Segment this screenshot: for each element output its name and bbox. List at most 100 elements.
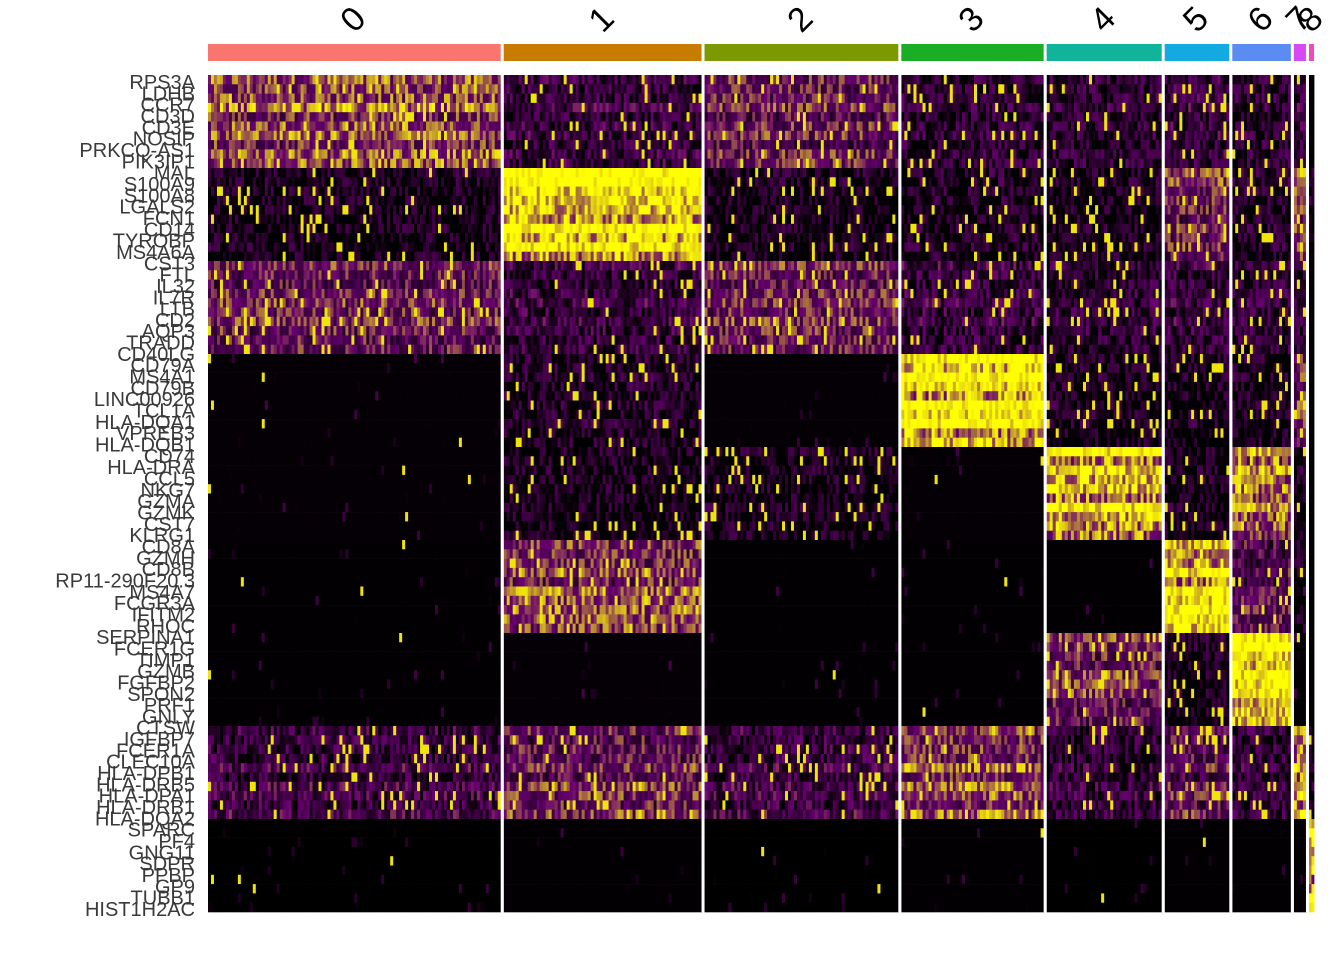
heatmap-cell (1309, 122, 1312, 132)
heatmap-cell (630, 131, 633, 141)
heatmap-cell (504, 84, 507, 94)
heatmap-cell (1038, 75, 1041, 85)
heatmap-cell (1092, 159, 1095, 169)
heatmap-cell (806, 140, 809, 150)
heatmap-cell (871, 122, 874, 132)
heatmap-cell (842, 94, 845, 104)
heatmap-cell (283, 84, 286, 94)
heatmap-cell (286, 177, 289, 187)
heatmap-cell (1188, 84, 1191, 94)
heatmap-cell (561, 103, 564, 113)
heatmap-cell (417, 94, 420, 104)
heatmap-cell (1013, 94, 1016, 104)
heatmap-cell (591, 94, 594, 104)
heatmap-cell (211, 84, 214, 94)
heatmap-cell (1300, 140, 1303, 150)
heatmap-cell (387, 140, 390, 150)
heatmap-cell (549, 177, 552, 187)
heatmap-cell (770, 94, 773, 104)
heatmap-cell (773, 131, 776, 141)
heatmap-cell (1047, 122, 1050, 132)
heatmap-cell (974, 140, 977, 150)
heatmap-cell (522, 177, 525, 187)
heatmap-cell (708, 84, 711, 94)
heatmap-cell (845, 131, 848, 141)
heatmap-cell (480, 75, 483, 85)
heatmap-cell (866, 131, 869, 141)
heatmap-cell (1191, 94, 1194, 104)
heatmap-cell (663, 84, 666, 94)
heatmap-cell (1174, 122, 1177, 132)
heatmap-cell (687, 122, 690, 132)
heatmap-cell (1311, 112, 1314, 122)
heatmap-cell (1047, 84, 1050, 94)
heatmap-cell (1244, 94, 1247, 104)
heatmap-cell (333, 140, 336, 150)
heatmap-cell (1265, 149, 1268, 159)
heatmap-cell (1035, 103, 1038, 113)
heatmap-cell (363, 177, 366, 187)
heatmap-cell (660, 75, 663, 85)
heatmap-cell (926, 159, 929, 169)
heatmap-cell (220, 122, 223, 132)
heatmap-cell (265, 140, 268, 150)
heatmap-cell (1209, 94, 1212, 104)
heatmap-cell (342, 159, 345, 169)
heatmap-cell (782, 168, 785, 178)
heatmap-cell (722, 75, 725, 85)
heatmap-cell (316, 159, 319, 169)
heatmap-cell (809, 140, 812, 150)
heatmap-cell (232, 84, 235, 94)
heatmap-cell (740, 140, 743, 150)
heatmap-cell (1056, 84, 1059, 94)
heatmap-cell (1232, 168, 1235, 178)
heatmap-cell (1212, 84, 1215, 94)
heatmap-cell (639, 140, 642, 150)
heatmap-cell (746, 140, 749, 150)
heatmap-cell (803, 140, 806, 150)
heatmap-cell (1276, 75, 1279, 85)
heatmap-cell (465, 131, 468, 141)
heatmap-cell (1250, 84, 1253, 94)
heatmap-cell (552, 75, 555, 85)
heatmap-cell (390, 159, 393, 169)
heatmap-cell (1019, 94, 1022, 104)
heatmap-cell (211, 140, 214, 150)
heatmap-cell (1053, 75, 1056, 85)
heatmap-cell (310, 177, 313, 187)
heatmap-cell (1282, 140, 1285, 150)
heatmap-cell (1159, 84, 1162, 94)
heatmap-cell (809, 159, 812, 169)
heatmap-cell (357, 112, 360, 122)
heatmap-cell (217, 84, 220, 94)
heatmap-cell (375, 149, 378, 159)
heatmap-cell (582, 149, 585, 159)
heatmap-cell (1119, 140, 1122, 150)
heatmap-cell (1262, 84, 1265, 94)
heatmap-cell (253, 131, 256, 141)
heatmap-cell (803, 103, 806, 113)
heatmap-cell (956, 168, 959, 178)
heatmap-cell (333, 131, 336, 141)
heatmap-cell (432, 84, 435, 94)
heatmap-cell (1083, 112, 1086, 122)
heatmap-cell (779, 168, 782, 178)
heatmap-cell (336, 103, 339, 113)
heatmap-cell (1185, 103, 1188, 113)
heatmap-cell (259, 149, 262, 159)
heatmap-cell (450, 131, 453, 141)
heatmap-cell (1270, 159, 1273, 169)
heatmap-cell (752, 159, 755, 169)
heatmap-cell (1101, 140, 1104, 150)
heatmap-cell (609, 103, 612, 113)
heatmap-cell (889, 112, 892, 122)
heatmap-cell (286, 103, 289, 113)
heatmap-cell (992, 112, 995, 122)
heatmap-cell (1168, 168, 1171, 178)
heatmap-cell (450, 177, 453, 187)
heatmap-cell (630, 112, 633, 122)
heatmap-cell (919, 122, 922, 132)
heatmap-cell (510, 94, 513, 104)
heatmap-cell (295, 122, 298, 132)
heatmap-cell (1001, 159, 1004, 169)
